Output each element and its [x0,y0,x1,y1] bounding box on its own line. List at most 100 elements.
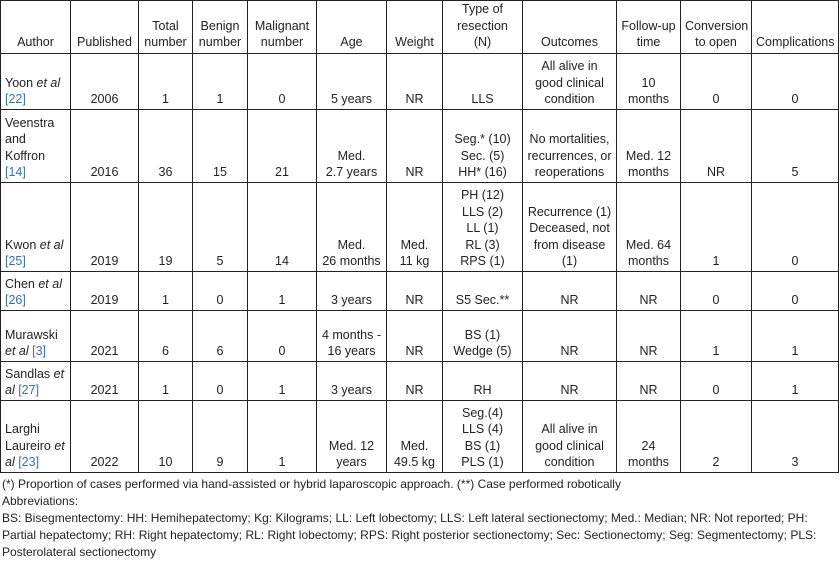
table-row: Sandlas et al [27] 2021 1 0 1 3 years NR RH NR NR… [0,360,839,401]
author-name: Larghi Laureiro [5,422,55,453]
column-header: Outcomes [522,0,617,54]
table-row: Kwon et al [25] 2019 19 5 14 Med. 26 months Me… [0,181,839,272]
followup-cell: Med. 12 months [616,108,681,183]
outcomes-cell: Recurrence (1) Deceased, not from diseas… [522,181,617,272]
author-cell: Kwon et al [25] [0,181,71,272]
published-cell: 2021 [70,360,139,401]
table-row: Larghi Laureiro et al [23] 2022 10 9 1 Med. 1… [0,399,839,473]
age-cell: 5 years [316,52,387,110]
conversion-cell: NR [680,108,752,183]
reference-link[interactable]: [25] [5,254,26,268]
total-cell: 1 [138,270,193,311]
total-cell: 6 [138,309,193,362]
resection-cell: PH (12) LLS (2) LL (1) RL (3) RPS (1) [442,181,523,272]
age-cell: 3 years [316,360,387,401]
et-al: et al [36,75,61,90]
weight-cell: NR [386,270,443,311]
column-header: Complications [751,0,839,54]
column-header: Conversion to open [680,0,752,54]
conversion-cell: 0 [680,360,752,401]
header-row: Author Published Total number Benign number… [0,0,839,54]
abbreviations-title: Abbreviations: [2,493,79,508]
total-cell: 10 [138,399,193,473]
outcomes-cell: NR [522,309,617,362]
outcomes-cell: All alive in good clinical condition [522,399,617,473]
published-cell: 2019 [70,270,139,311]
published-cell: 2006 [70,52,139,110]
author-name: Veenstra and Koffron [5,115,55,163]
resection-cell: LLS [442,52,523,110]
author-cell: Yoon et al [22] [0,52,71,110]
conversion-cell: 0 [680,270,752,311]
author-cell: Sandlas et al [27] [0,360,71,401]
et-al: et al [39,237,64,252]
age-cell: 3 years [316,270,387,311]
conversion-cell: 2 [680,399,752,473]
age-cell: 4 months - 16 years [316,309,387,362]
results-table: Author Published Total number Benign number… [0,0,839,473]
complications-cell: 5 [751,108,839,183]
age-cell: Med. 12 years [316,399,387,473]
followup-cell: Med. 64 months [616,181,681,272]
complications-cell: 3 [751,399,839,473]
outcomes-cell: NR [522,360,617,401]
reference-link[interactable]: [26] [5,293,26,307]
author-name: Chen [5,276,39,291]
outcomes-cell: NR [522,270,617,311]
author-cell: Chen et al [26] [0,270,71,311]
column-header: Follow-up time [616,0,681,54]
reference-link[interactable]: [22] [5,92,26,106]
resection-cell: S5 Sec.** [442,270,523,311]
column-header: Age [316,0,387,54]
complications-cell: 0 [751,181,839,272]
malignant-cell: 14 [247,181,317,272]
resection-cell: Seg.* (10) Sec. (5) HH* (16) [442,108,523,183]
resection-cell: RH [442,360,523,401]
et-al: et al [5,344,29,358]
total-cell: 1 [138,360,193,401]
table-row: Yoon et al [22] 2006 1 1 0 5 years NR LLS All al… [0,52,839,110]
reference-link[interactable]: [27] [14,383,40,397]
followup-cell: NR [616,270,681,311]
malignant-cell: 1 [247,399,317,473]
complications-cell: 0 [751,52,839,110]
column-header: Type of resection (N) [442,0,523,54]
column-header: Published [70,0,139,54]
malignant-cell: 0 [247,52,317,110]
benign-cell: 5 [192,181,248,272]
published-cell: 2021 [70,309,139,362]
weight-cell: NR [386,52,443,110]
weight-cell: Med. 49.5 kg [386,399,443,473]
total-cell: 36 [138,108,193,183]
reference-link[interactable]: [23] [14,455,40,469]
author-name: Kwon [5,237,40,252]
total-cell: 1 [138,52,193,110]
table-row: Murawski et al [3] 2021 6 6 0 4 months - 16 y… [0,309,839,362]
conversion-cell: 1 [680,181,752,272]
footnote: (*) Proportion of cases performed via ha… [2,476,621,491]
benign-cell: 0 [192,270,248,311]
outcomes-cell: All alive in good clinical condition [522,52,617,110]
benign-cell: 0 [192,360,248,401]
published-cell: 2022 [70,399,139,473]
table-row: Veenstra and Koffron [14] 2016 36 15 21 Med. … [0,108,839,183]
benign-cell: 1 [192,52,248,110]
reference-link[interactable]: [14] [5,165,26,179]
malignant-cell: 21 [247,108,317,183]
followup-cell: NR [616,309,681,362]
age-cell: Med. 26 months [316,181,387,272]
column-header: Weight [386,0,443,54]
malignant-cell: 1 [247,270,317,311]
published-cell: 2016 [70,108,139,183]
complications-cell: 1 [751,309,839,362]
followup-cell: NR [616,360,681,401]
total-cell: 19 [138,181,193,272]
column-header: Total number [138,0,193,54]
reference-link[interactable]: [3] [28,344,47,358]
table-notes: (*) Proportion of cases performed via ha… [0,473,840,561]
malignant-cell: 1 [247,360,317,401]
benign-cell: 15 [192,108,248,183]
column-header: Malignant number [247,0,317,54]
conversion-cell: 0 [680,52,752,110]
author-cell: Veenstra and Koffron [14] [0,108,71,183]
